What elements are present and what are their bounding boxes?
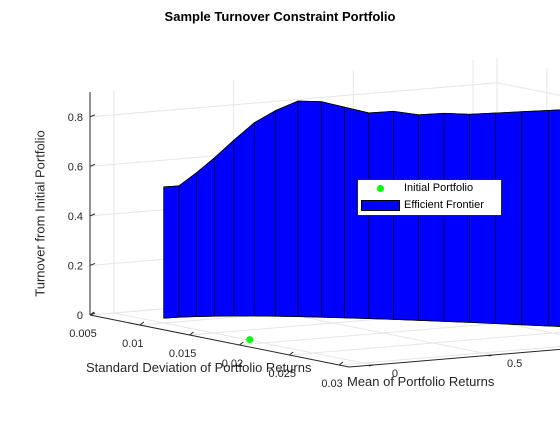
x-tick: [189, 331, 194, 336]
x-tick-label: 0.02: [222, 358, 243, 370]
backwall-gridline-y: [496, 82, 560, 96]
floor-gridline-z: [113, 312, 374, 366]
frontier-strip: [178, 172, 197, 318]
z-tick: [368, 364, 374, 367]
frontier-strip: [495, 111, 523, 326]
chart-title: Sample Turnover Constraint Portfolio: [164, 9, 396, 24]
legend: Initial Portfolio Efficient Frontier: [357, 179, 502, 216]
y-tick: [89, 213, 96, 217]
z-axis-line: [348, 348, 560, 368]
y-tick-label: 0.6: [68, 161, 83, 173]
frontier-strip: [297, 100, 322, 318]
z-tick-label: 0: [392, 368, 398, 380]
y-tick-label: 0.8: [68, 112, 83, 124]
z-tick: [488, 354, 493, 357]
frontier-strip: [195, 156, 215, 317]
frontier-strip: [418, 112, 445, 322]
legend-item-frontier: Efficient Frontier: [358, 198, 501, 214]
legend-label-frontier: Efficient Frontier: [404, 199, 484, 211]
frontier-strip: [275, 100, 299, 317]
y-axis-label: Turnover from Initial Portfolio: [32, 130, 48, 297]
legend-label-initial: Initial Portfolio: [404, 182, 474, 194]
frontier-strip: [163, 185, 180, 319]
z-axis-label: Mean of Portfolio Returns: [347, 374, 495, 389]
y-tick: [89, 163, 96, 167]
frontier-strip: [321, 101, 345, 319]
x-tick: [288, 351, 294, 356]
frontier-strip: [443, 112, 470, 323]
y-tick: [89, 262, 96, 266]
legend-patch-frontier: [361, 200, 400, 211]
initial-portfolio-point: [246, 336, 254, 344]
y-tick-label: 0.2: [68, 260, 83, 272]
floor-gridline-x: [239, 317, 560, 346]
x-axis-label: Standard Deviation of Portfolio Returns: [86, 360, 312, 375]
z-tick-label: 0.5: [507, 358, 522, 370]
x-tick-label: 0.015: [169, 348, 197, 360]
y-tick-label: 0: [77, 310, 83, 322]
x-tick: [89, 311, 95, 316]
frontier-strip: [214, 139, 235, 317]
frontier-strip: [233, 122, 255, 317]
y-tick-label: 0.4: [68, 211, 83, 223]
frontier-bottom-edge: [163, 315, 560, 327]
x-axis-line: [89, 314, 350, 368]
legend-item-initial: Initial Portfolio: [358, 181, 501, 197]
frontier-strip: [468, 112, 496, 324]
x-tick-label: 0.005: [69, 328, 97, 340]
frontier-strip: [521, 110, 549, 327]
frontier-strip: [254, 110, 276, 317]
x-tick-label: 0.025: [268, 368, 296, 380]
sidewall-gridline-y: [89, 82, 498, 118]
x-tick: [239, 341, 244, 346]
x-tick: [338, 361, 344, 366]
frontier-top-edge: [163, 100, 560, 188]
floor-gridline-x: [289, 331, 560, 356]
x-tick-label: 0.03: [321, 378, 342, 390]
floor-gridline-x: [338, 346, 560, 366]
y-tick: [89, 114, 96, 118]
x-tick-label: 0.01: [122, 338, 143, 350]
x-tick: [139, 321, 145, 326]
legend-marker-initial: [377, 185, 384, 192]
frontier-strip: [547, 109, 560, 327]
